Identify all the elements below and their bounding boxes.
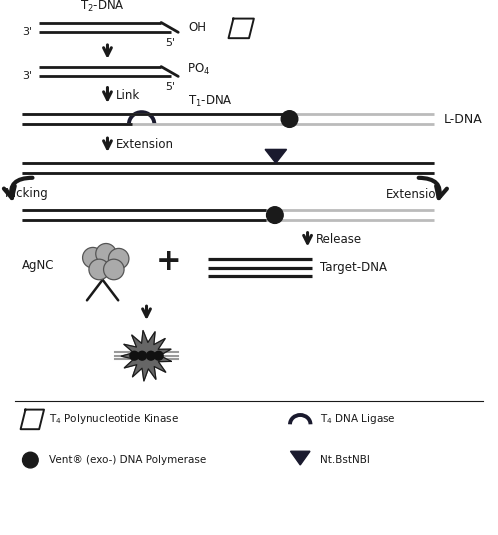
Polygon shape <box>290 451 310 465</box>
Text: Release: Release <box>316 233 363 246</box>
Circle shape <box>109 248 129 269</box>
Text: T$_2$-DNA: T$_2$-DNA <box>80 0 125 14</box>
Text: Extension: Extension <box>386 187 444 201</box>
Circle shape <box>266 207 283 224</box>
Circle shape <box>138 351 146 360</box>
Text: Vent® (exo-) DNA Polymerase: Vent® (exo-) DNA Polymerase <box>49 455 206 465</box>
Polygon shape <box>121 331 171 381</box>
Circle shape <box>130 351 139 360</box>
Text: PO$_4$: PO$_4$ <box>187 62 210 77</box>
Text: Target-DNA: Target-DNA <box>320 261 387 274</box>
Text: Nicking: Nicking <box>5 187 49 201</box>
Text: Extension: Extension <box>116 139 174 151</box>
Text: 3': 3' <box>22 71 32 81</box>
Text: T$_1$-DNA: T$_1$-DNA <box>188 94 233 110</box>
Circle shape <box>22 452 38 468</box>
Text: 5': 5' <box>165 82 175 92</box>
Text: 5': 5' <box>165 38 175 48</box>
Circle shape <box>104 259 124 280</box>
Circle shape <box>83 247 103 268</box>
Text: OH: OH <box>188 21 206 34</box>
Circle shape <box>154 351 163 360</box>
Text: 3': 3' <box>22 27 32 37</box>
Circle shape <box>96 243 116 264</box>
Text: T$_4$ Polynucleotide Kinase: T$_4$ Polynucleotide Kinase <box>49 412 179 426</box>
Polygon shape <box>265 149 286 163</box>
Text: Link: Link <box>116 89 140 102</box>
Text: AgNC: AgNC <box>22 258 55 272</box>
Circle shape <box>146 351 155 360</box>
Text: L-DNA: L-DNA <box>444 112 483 126</box>
Circle shape <box>89 259 110 280</box>
Text: +: + <box>156 247 181 276</box>
Text: Nt.BstNBI: Nt.BstNBI <box>320 455 370 465</box>
Text: T$_4$ DNA Ligase: T$_4$ DNA Ligase <box>320 412 395 426</box>
Circle shape <box>281 111 298 127</box>
